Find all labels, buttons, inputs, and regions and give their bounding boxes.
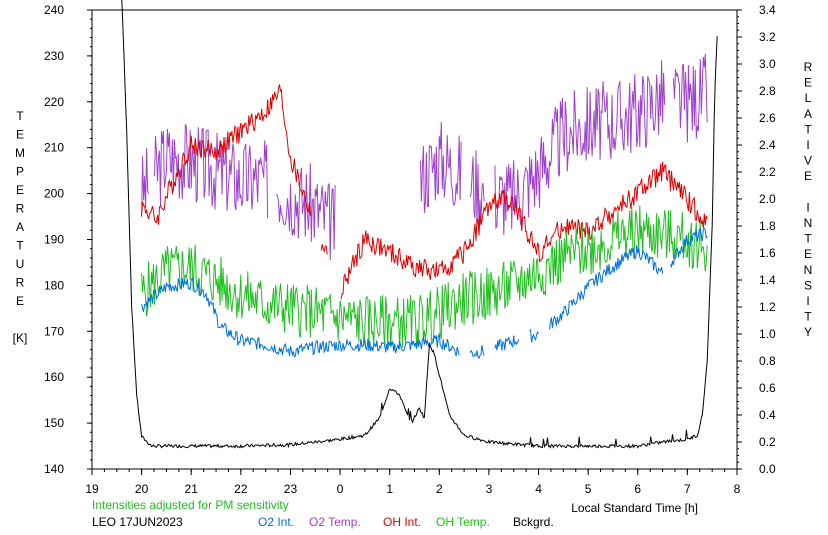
x-tick-label: 3 — [486, 482, 493, 496]
y-left-label-char: T — [16, 109, 24, 123]
y-left-tick-label: 160 — [44, 370, 64, 384]
y-right-tick-label: 3.0 — [759, 57, 776, 71]
y-right-label-char: T — [804, 232, 812, 246]
y-right-tick-label: 1.4 — [759, 273, 776, 287]
y-right-tick-label: 3.4 — [759, 3, 776, 17]
y-right-tick-label: 1.8 — [759, 219, 776, 233]
y-right-tick-label: 0.4 — [759, 408, 776, 422]
y-left-tick-label: 190 — [44, 233, 64, 247]
y-right-tick-label: 0.8 — [759, 354, 776, 368]
series-line-0 — [141, 124, 336, 261]
legend-entry: OH Int. — [383, 515, 421, 529]
station-label: LEO 17JUN2023 — [92, 515, 183, 529]
x-tick-label: 1 — [386, 482, 393, 496]
sensitivity-note: Intensities adjusted for PM sensitivity — [92, 498, 289, 512]
y-left-label-char: E — [16, 294, 24, 308]
x-tick-label: 20 — [135, 482, 149, 496]
x-tick-label: 5 — [585, 482, 592, 496]
y-right-label-char: Y — [804, 325, 812, 339]
y-right-tick-label: 1.2 — [759, 300, 776, 314]
legend-entry: OH Temp. — [436, 515, 490, 529]
y-left-tick-label: 180 — [44, 278, 64, 292]
legend-entry: Bckgrd. — [513, 515, 554, 529]
y-right-tick-label: 0.6 — [759, 381, 776, 395]
y-right-label-char: S — [804, 278, 812, 292]
y-right-label-char: N — [804, 263, 813, 277]
y-right-label-char: I — [806, 294, 809, 308]
series-line-2 — [141, 205, 708, 350]
y-right-label-char: E — [804, 76, 812, 90]
x-tick-label: 8 — [734, 482, 741, 496]
x-tick-label: 21 — [185, 482, 199, 496]
x-tick-label: 0 — [337, 482, 344, 496]
y-right-label-char: T — [804, 122, 812, 136]
y-right-label-char: E — [804, 169, 812, 183]
y-left-label-char: E — [16, 128, 24, 142]
y-left-label-char: P — [16, 165, 24, 179]
y-right-label-char: L — [805, 91, 812, 105]
series-line-1 — [141, 84, 708, 300]
y-right-tick-label: 3.2 — [759, 30, 776, 44]
y-right-tick-label: 1.6 — [759, 246, 776, 260]
x-tick-label: 22 — [234, 482, 248, 496]
y-left-label-char: U — [16, 257, 25, 271]
x-tick-label: 19 — [85, 482, 99, 496]
y-left-tick-label: 150 — [44, 416, 64, 430]
x-tick-label: 7 — [684, 482, 691, 496]
y-left-tick-label: 220 — [44, 95, 64, 109]
y-right-label-char: T — [804, 310, 812, 324]
legend-entry: O2 Int. — [258, 515, 294, 529]
y-left-label-char: E — [16, 183, 24, 197]
y-right-tick-label: 0.2 — [759, 435, 776, 449]
y-right-tick-label: 2.2 — [759, 165, 776, 179]
y-left-tick-label: 210 — [44, 141, 64, 155]
legend-entry: O2 Temp. — [309, 515, 361, 529]
y-right-label-char: I — [806, 138, 809, 152]
y-right-tick-label: 2.0 — [759, 192, 776, 206]
y-left-tick-label: 240 — [44, 3, 64, 17]
y-right-tick-label: 1.0 — [759, 327, 776, 341]
y-right-tick-label: 2.8 — [759, 84, 776, 98]
y-left-label-char: T — [16, 239, 24, 253]
y-left-tick-label: 170 — [44, 324, 64, 338]
x-tick-label: 23 — [284, 482, 298, 496]
x-tick-label: 6 — [634, 482, 641, 496]
y-left-tick-label: 140 — [44, 462, 64, 476]
y-right-tick-label: 2.6 — [759, 111, 776, 125]
y-right-label-char: V — [804, 154, 812, 168]
x-axis-label: Local Standard Time [h] — [571, 501, 698, 515]
series-line-0 — [420, 53, 708, 236]
y-left-label-char: [K] — [13, 331, 28, 345]
x-tick-label: 2 — [436, 482, 443, 496]
y-left-label-char: R — [16, 202, 25, 216]
y-left-label-char: R — [16, 276, 25, 290]
y-right-label-char: R — [804, 60, 813, 74]
y-right-label-char: I — [806, 200, 809, 214]
y-right-label-char: A — [804, 107, 812, 121]
y-left-label-char: A — [16, 220, 24, 234]
y-left-label-char: M — [15, 146, 25, 160]
y-left-tick-label: 200 — [44, 187, 64, 201]
series-line-3 — [141, 227, 708, 360]
y-right-label-char: E — [804, 247, 812, 261]
y-right-tick-label: 2.4 — [759, 138, 776, 152]
y-left-tick-label: 230 — [44, 49, 64, 63]
y-right-label-char: N — [804, 216, 813, 230]
x-tick-label: 4 — [535, 482, 542, 496]
series-line-4 — [121, 0, 718, 449]
y-right-tick-label: 0.0 — [759, 462, 776, 476]
